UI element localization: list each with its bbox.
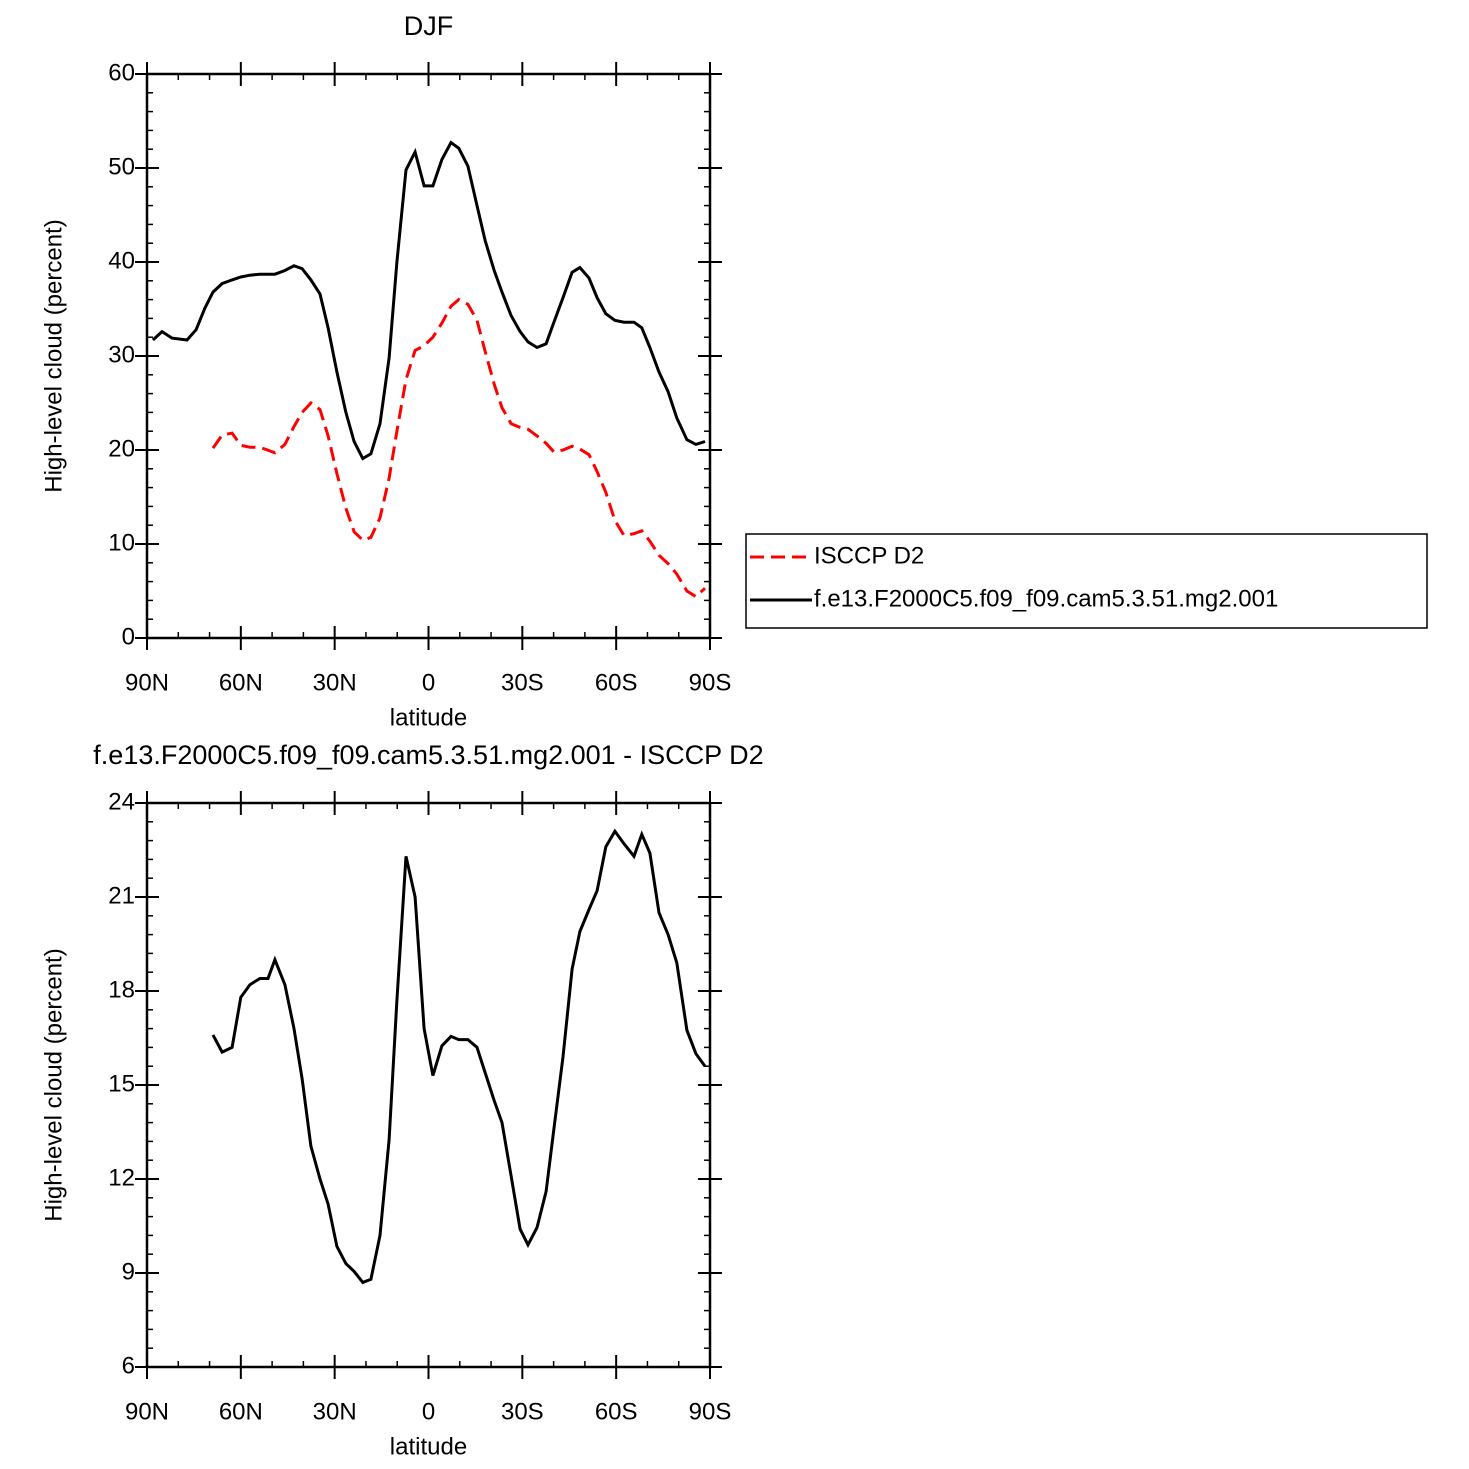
x-tick-label: 90N: [125, 669, 169, 696]
x-axis-label: latitude: [390, 1433, 467, 1460]
y-tick-label: 6: [122, 1352, 135, 1379]
chart-title: DJF: [404, 11, 454, 41]
x-tick-label: 0: [422, 669, 435, 696]
x-tick-label: 30S: [501, 1398, 544, 1425]
y-tick-label: 24: [108, 788, 135, 815]
x-tick-label: 60S: [595, 1398, 638, 1425]
x-tick-label: 60S: [595, 669, 638, 696]
x-tick-label: 60N: [219, 669, 263, 696]
data-line: [211, 297, 707, 599]
y-axis-label: High-level cloud (percent): [40, 219, 67, 492]
y-tick-label: 9: [122, 1258, 135, 1285]
y-tick-label: 15: [108, 1070, 135, 1097]
y-tick-label: 60: [108, 59, 135, 86]
y-tick-label: 10: [108, 529, 135, 556]
x-axis-label: latitude: [390, 704, 467, 731]
chart-title: f.e13.F2000C5.f09_f09.cam5.3.51.mg2.001 …: [93, 740, 763, 770]
x-tick-label: 90S: [689, 1398, 732, 1425]
y-tick-label: 30: [108, 341, 135, 368]
y-axis-label: High-level cloud (percent): [40, 948, 67, 1221]
y-tick-label: 12: [108, 1164, 135, 1191]
x-tick-label: 30S: [501, 669, 544, 696]
y-tick-label: 40: [108, 247, 135, 274]
x-tick-label: 90N: [125, 1398, 169, 1425]
y-tick-label: 0: [122, 623, 135, 650]
y-tick-label: 20: [108, 435, 135, 462]
y-tick-label: 21: [108, 882, 135, 909]
legend-box: [745, 533, 1428, 629]
x-tick-label: 30N: [313, 1398, 357, 1425]
x-tick-label: 60N: [219, 1398, 263, 1425]
x-tick-label: 0: [422, 1398, 435, 1425]
plot-frame: [145, 801, 712, 1369]
x-tick-label: 90S: [689, 669, 732, 696]
y-tick-label: 50: [108, 153, 135, 180]
x-tick-label: 30N: [313, 669, 357, 696]
data-line: [151, 140, 706, 461]
legend-label: f.e13.F2000C5.f09_f09.cam5.3.51.mg2.001: [814, 585, 1278, 612]
plot-frame: [145, 72, 712, 640]
data-line: [211, 828, 707, 1285]
legend-label: ISCCP D2: [814, 542, 924, 569]
y-tick-label: 18: [108, 976, 135, 1003]
